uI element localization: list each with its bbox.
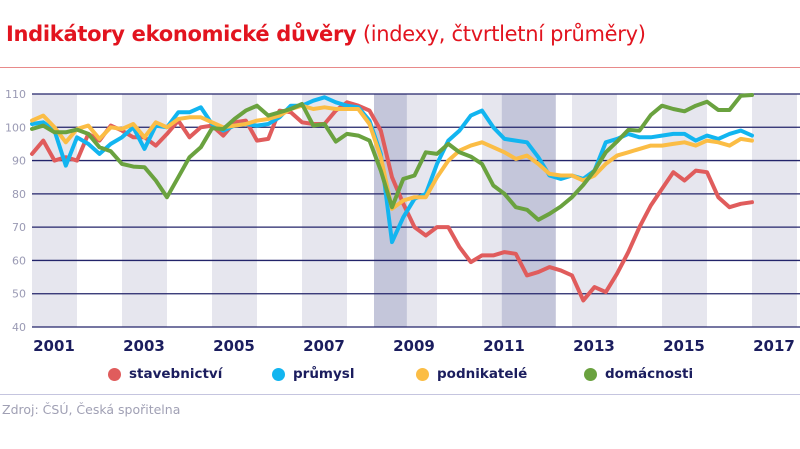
legend-label: podnikatelé xyxy=(437,366,528,382)
series-line-1 xyxy=(30,95,754,245)
x-tick-label: 2017 xyxy=(753,337,795,355)
series-line-3 xyxy=(30,93,754,222)
legend-swatch xyxy=(272,367,285,381)
y-axis-labels: 40 50 60 70 80 90 100 110 xyxy=(5,88,26,334)
legend-label: průmysl xyxy=(293,366,355,382)
source-divider xyxy=(0,394,800,395)
x-tick-label: 2011 xyxy=(483,337,525,355)
x-tick-label: 2005 xyxy=(213,337,255,355)
legend-item-prumysl: průmysl xyxy=(272,366,354,382)
x-tick-label: 2009 xyxy=(393,337,435,355)
x-tick-label: 2001 xyxy=(33,337,75,355)
year-bands xyxy=(32,94,797,327)
y-tick-label: 70 xyxy=(12,221,26,234)
legend-label: domácnosti xyxy=(605,366,694,382)
year-band xyxy=(662,94,707,327)
y-tick-label: 60 xyxy=(12,254,26,267)
y-tick-label: 110 xyxy=(5,88,26,101)
source-note: Zdroj: ČSÚ, Česká spořitelna xyxy=(2,402,181,417)
legend-item-stavebnictvi: stavebnictví xyxy=(108,366,222,382)
x-tick-label: 2015 xyxy=(663,337,705,355)
chart-title-subtitle: (indexy, čtvrtletní průměry) xyxy=(356,22,646,46)
series-lines xyxy=(30,93,754,303)
year-band xyxy=(752,94,797,327)
year-band xyxy=(302,94,347,327)
title-divider xyxy=(0,67,800,68)
y-tick-label: 100 xyxy=(5,121,26,134)
legend-item-domacnosti: domácnosti xyxy=(584,366,693,382)
chart-title-bold: Indikátory ekonomické důvěry xyxy=(6,22,357,46)
legend-swatch xyxy=(108,367,121,381)
legend-swatch xyxy=(584,367,597,381)
y-tick-label: 80 xyxy=(12,188,26,201)
chart-title: Indikátory ekonomické důvěry (indexy, čt… xyxy=(6,22,646,46)
legend-label: stavebnictví xyxy=(129,366,223,382)
legend-swatch xyxy=(416,367,429,381)
x-tick-label: 2013 xyxy=(573,337,615,355)
series-line-0 xyxy=(30,100,754,303)
legend: stavebnictví průmysl podnikatelé domácno… xyxy=(0,366,800,384)
y-tick-label: 90 xyxy=(12,155,26,168)
y-tick-label: 50 xyxy=(12,288,26,301)
x-tick-label: 2007 xyxy=(303,337,345,355)
x-axis-labels: 2001 2003 2005 2007 2009 2011 2013 2015 2017 xyxy=(33,337,795,355)
legend-item-podnikatele: podnikatelé xyxy=(416,366,527,382)
x-tick-label: 2003 xyxy=(123,337,165,355)
y-tick-label: 40 xyxy=(12,321,26,334)
